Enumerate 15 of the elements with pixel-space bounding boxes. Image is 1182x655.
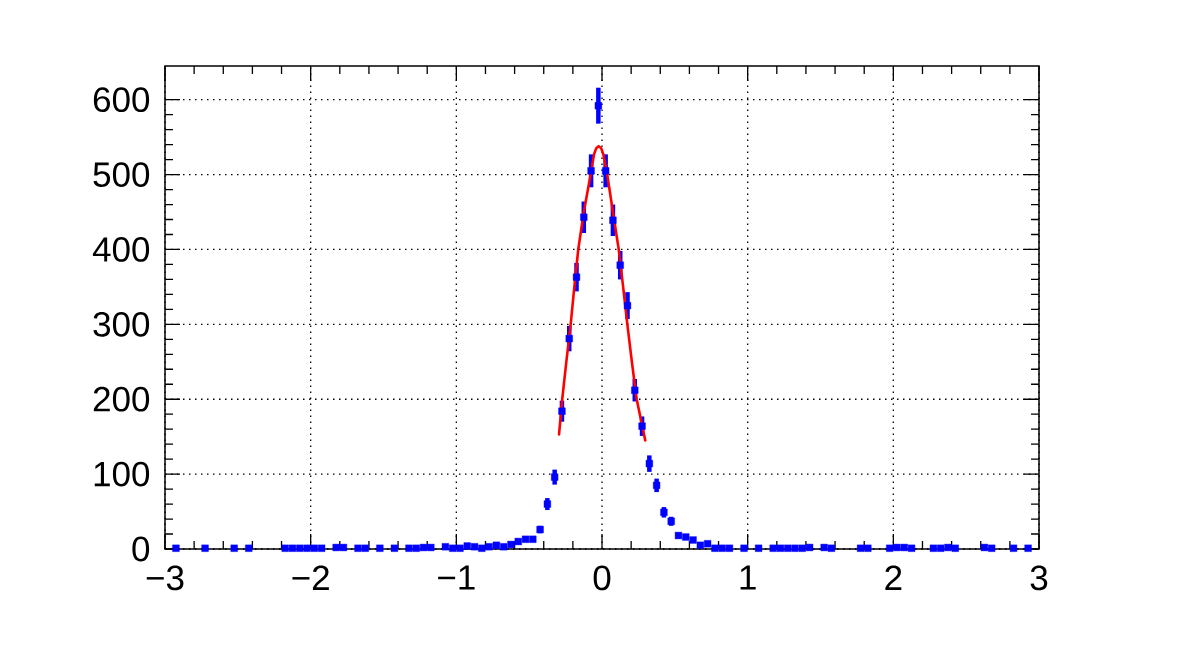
- y-tick-label: 200: [93, 386, 150, 412]
- line-series: [557, 144, 647, 442]
- x-tick-label: −1: [438, 565, 475, 590]
- y-tick-label: 0: [132, 536, 150, 562]
- y-tick-label: 400: [92, 237, 150, 262]
- y-tick-label: 300: [93, 311, 150, 337]
- y-tick-label: 600: [93, 87, 150, 113]
- y-tick-label: 500: [93, 162, 150, 187]
- x-tick-label: −3: [146, 565, 184, 591]
- x-tick-label: 3: [1030, 565, 1048, 591]
- x-tick-label: 1: [740, 565, 756, 590]
- x-tick-label: 0: [593, 565, 611, 591]
- x-tick-label: 2: [885, 565, 902, 590]
- x-tick-label: −2: [292, 565, 329, 590]
- y-tick-label: 100: [94, 461, 150, 487]
